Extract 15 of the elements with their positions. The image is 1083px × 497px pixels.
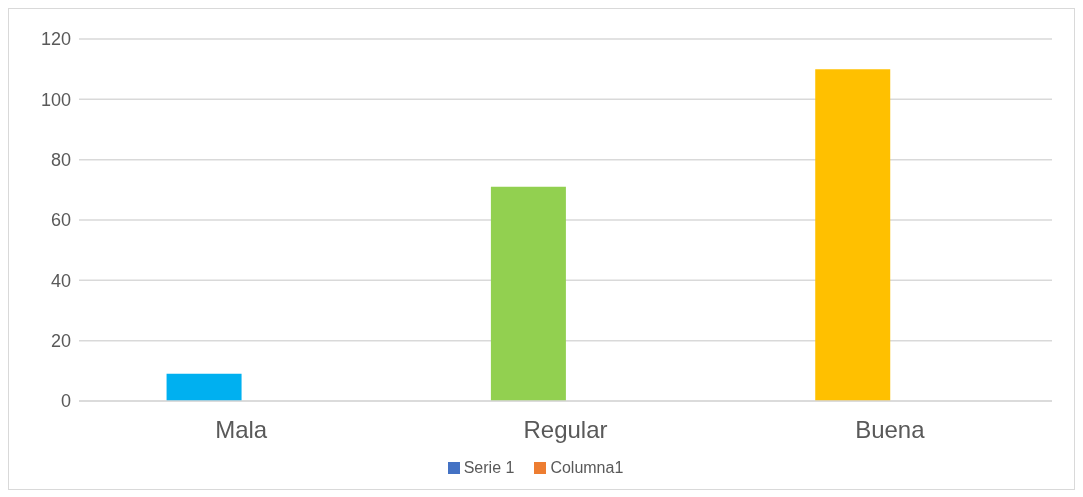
y-tick-label: 0: [60, 391, 71, 412]
y-tick-label: 40: [50, 270, 71, 291]
y-tick-label: 80: [50, 150, 71, 171]
y-tick-label: 120: [40, 29, 71, 50]
bar: [166, 373, 242, 401]
y-tick-label: 60: [50, 210, 71, 231]
bar: [815, 69, 891, 401]
x-tick-label: Regular: [523, 416, 608, 444]
y-tick-label: 20: [50, 331, 71, 352]
legend-label: Columna1: [550, 459, 624, 477]
y-tick-label: 100: [40, 89, 71, 110]
x-tick-label: Buena: [855, 416, 926, 444]
bar: [490, 186, 566, 401]
x-tick-label: Mala: [215, 416, 268, 444]
text: Serie 1: [463, 459, 515, 477]
